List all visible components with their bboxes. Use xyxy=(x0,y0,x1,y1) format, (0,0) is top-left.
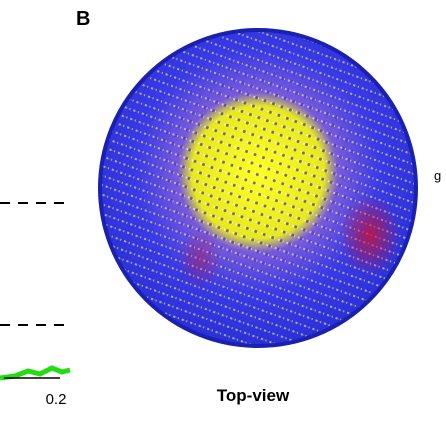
trace-line xyxy=(0,365,71,381)
red-region xyxy=(178,230,222,290)
caption: Top-view xyxy=(217,386,290,405)
axis-tick-label: 0.2 xyxy=(46,391,67,408)
red-region xyxy=(340,195,400,275)
edge-text: g xyxy=(434,168,441,183)
sphere-outline xyxy=(98,28,418,348)
panel-label: B xyxy=(76,8,90,30)
sphere-render xyxy=(98,28,418,348)
